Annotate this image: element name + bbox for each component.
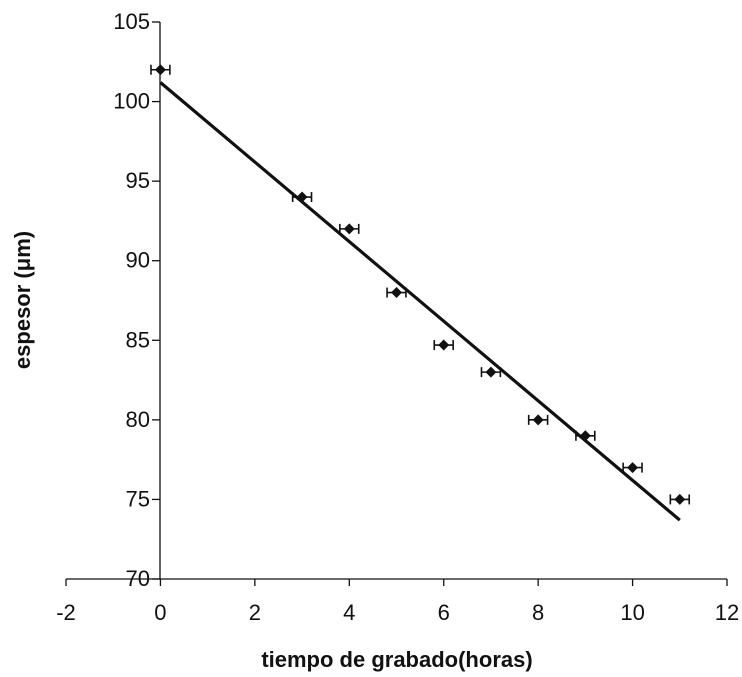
data-point [386, 287, 407, 299]
diamond-marker [438, 339, 450, 351]
x-tick-label: 8 [532, 600, 544, 625]
y-tick-label: 70 [126, 566, 150, 591]
x-tick-label: 10 [620, 600, 644, 625]
diamond-marker [154, 64, 166, 76]
diamond-marker [579, 430, 591, 442]
x-tick-labels: -2 0 2 4 6 8 10 12 [56, 600, 739, 625]
x-tick-label: 4 [343, 600, 355, 625]
y-tick-label: 90 [126, 248, 150, 273]
axes [65, 21, 728, 586]
data-point [575, 430, 596, 442]
y-tick-label: 85 [126, 327, 150, 352]
data-points [150, 64, 691, 505]
diamond-marker [343, 223, 355, 235]
fit-line [159, 81, 681, 522]
y-axis-title: espesor (μm) [10, 231, 35, 369]
fit-line-group [159, 81, 681, 522]
y-tick-label: 75 [126, 486, 150, 511]
diamond-marker [391, 287, 402, 299]
data-point [150, 64, 171, 76]
y-tick-label: 105 [113, 9, 150, 34]
y-tick-label: 80 [126, 407, 150, 432]
x-tick-label: 0 [154, 600, 166, 625]
data-point [669, 493, 691, 505]
diamond-marker [627, 462, 639, 474]
data-point [433, 339, 454, 351]
x-tick-label: 6 [438, 600, 450, 625]
x-tick-label: 12 [715, 600, 739, 625]
data-point [622, 462, 643, 474]
y-tick-label: 100 [113, 89, 150, 114]
diamond-marker [532, 414, 544, 426]
data-point [527, 414, 549, 426]
data-point [291, 191, 313, 203]
x-axis-title: tiempo de grabado(horas) [261, 647, 532, 672]
y-tick-labels: 70 75 80 85 90 95 100 105 [113, 9, 150, 591]
y-tick-label: 95 [126, 168, 150, 193]
diamond-marker [674, 493, 686, 505]
x-tick-label: 2 [249, 600, 261, 625]
data-point [339, 223, 360, 235]
x-tick-label: -2 [56, 600, 76, 625]
diamond-marker [485, 366, 497, 378]
diamond-marker [296, 191, 308, 203]
data-point [480, 366, 502, 378]
